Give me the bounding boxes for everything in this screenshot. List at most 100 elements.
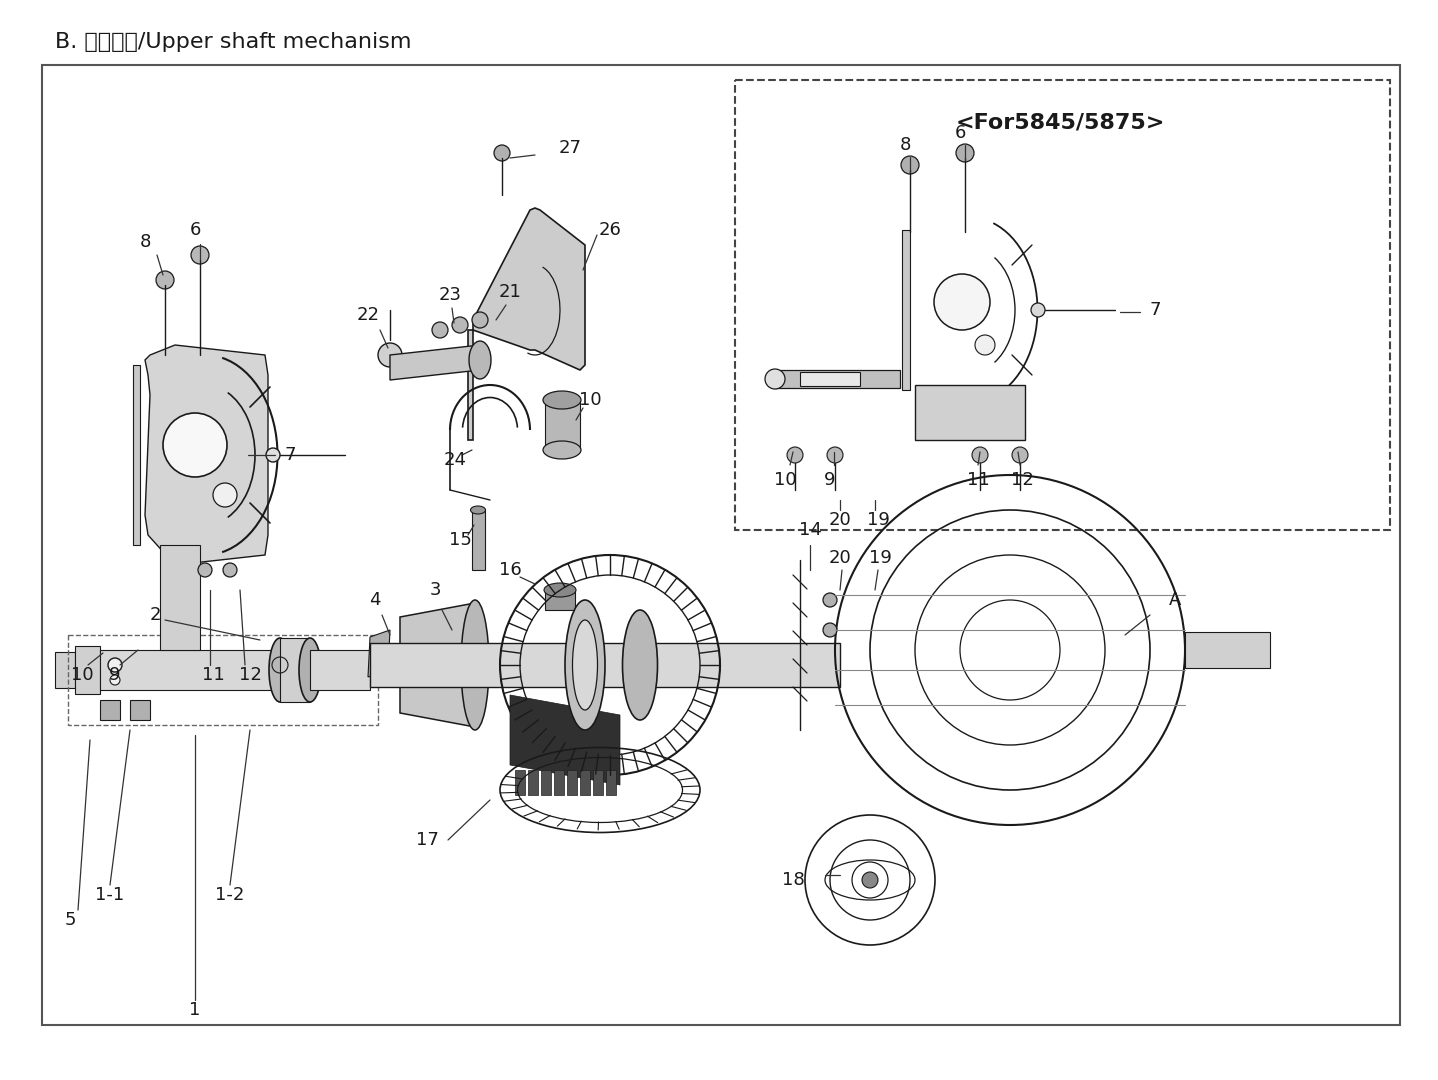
- Polygon shape: [902, 230, 910, 390]
- Circle shape: [765, 369, 785, 389]
- Text: 17: 17: [416, 831, 439, 849]
- Text: 18: 18: [782, 870, 804, 889]
- Text: 27: 27: [558, 139, 581, 157]
- Text: 23: 23: [439, 286, 462, 303]
- Text: 19: 19: [869, 549, 892, 567]
- Ellipse shape: [269, 638, 290, 702]
- Polygon shape: [145, 345, 267, 565]
- Text: 12: 12: [1011, 471, 1034, 489]
- Circle shape: [495, 145, 510, 161]
- Circle shape: [975, 335, 995, 355]
- Polygon shape: [510, 696, 620, 785]
- Polygon shape: [545, 590, 575, 610]
- Text: 7: 7: [285, 446, 296, 464]
- Text: 12: 12: [239, 666, 262, 684]
- Circle shape: [109, 675, 119, 685]
- Text: 9: 9: [109, 666, 121, 684]
- Polygon shape: [132, 365, 139, 545]
- Text: 21: 21: [499, 283, 522, 301]
- Polygon shape: [528, 770, 538, 795]
- Ellipse shape: [623, 610, 657, 720]
- Circle shape: [162, 413, 227, 477]
- Ellipse shape: [544, 583, 577, 597]
- Text: 11: 11: [966, 471, 989, 489]
- Text: 1-1: 1-1: [95, 886, 125, 904]
- Text: 19: 19: [867, 511, 890, 529]
- Circle shape: [266, 448, 280, 462]
- Text: 6: 6: [955, 124, 966, 141]
- Text: <For5845/5875>: <For5845/5875>: [955, 112, 1165, 132]
- Polygon shape: [390, 345, 480, 380]
- Text: 1-2: 1-2: [216, 886, 244, 904]
- Ellipse shape: [544, 441, 581, 459]
- Text: 2: 2: [150, 606, 161, 624]
- Text: 1: 1: [190, 1001, 201, 1020]
- Circle shape: [1012, 447, 1028, 463]
- Polygon shape: [592, 770, 603, 795]
- Polygon shape: [472, 510, 485, 570]
- Circle shape: [223, 563, 237, 577]
- Polygon shape: [101, 700, 119, 720]
- Text: 26: 26: [598, 221, 621, 239]
- Ellipse shape: [469, 341, 490, 379]
- Text: 10: 10: [578, 391, 601, 409]
- Polygon shape: [75, 646, 101, 694]
- Circle shape: [827, 447, 843, 463]
- Ellipse shape: [544, 391, 581, 409]
- Ellipse shape: [299, 638, 321, 702]
- Text: A: A: [1169, 591, 1181, 609]
- Polygon shape: [554, 770, 564, 795]
- Circle shape: [198, 563, 211, 577]
- Polygon shape: [580, 770, 590, 795]
- Text: 22: 22: [357, 306, 380, 324]
- Circle shape: [378, 343, 403, 367]
- Text: 15: 15: [449, 531, 472, 549]
- Circle shape: [861, 872, 879, 888]
- Ellipse shape: [470, 507, 486, 514]
- Text: 11: 11: [201, 666, 224, 684]
- Text: 10: 10: [774, 471, 797, 489]
- Ellipse shape: [565, 600, 605, 730]
- Circle shape: [213, 483, 237, 507]
- Text: 20: 20: [828, 549, 851, 567]
- Circle shape: [1031, 303, 1045, 318]
- Bar: [735, 80, 1391, 530]
- Polygon shape: [55, 652, 75, 688]
- Circle shape: [972, 447, 988, 463]
- Polygon shape: [280, 638, 311, 702]
- Circle shape: [431, 322, 449, 338]
- Text: 8: 8: [899, 136, 910, 154]
- Polygon shape: [370, 643, 840, 687]
- Circle shape: [787, 447, 802, 463]
- Bar: [800, 372, 860, 386]
- Circle shape: [956, 144, 974, 162]
- Circle shape: [155, 271, 174, 289]
- Text: 9: 9: [824, 471, 835, 489]
- Polygon shape: [160, 545, 200, 650]
- Text: 6: 6: [190, 221, 201, 239]
- Circle shape: [108, 658, 122, 672]
- Polygon shape: [101, 650, 280, 690]
- Text: 3: 3: [430, 581, 441, 599]
- Text: 14: 14: [798, 521, 821, 539]
- Circle shape: [472, 312, 487, 328]
- Bar: [68, 635, 378, 725]
- Bar: [42, 65, 1401, 1025]
- Polygon shape: [1185, 632, 1270, 669]
- Circle shape: [935, 274, 989, 330]
- Text: 16: 16: [499, 561, 522, 579]
- Polygon shape: [368, 630, 390, 677]
- Polygon shape: [915, 384, 1025, 440]
- Polygon shape: [567, 770, 577, 795]
- Polygon shape: [775, 370, 900, 388]
- Text: 20: 20: [828, 511, 851, 529]
- Text: B. 上轴机构/Upper shaft mechanism: B. 上轴机构/Upper shaft mechanism: [55, 32, 411, 52]
- Ellipse shape: [462, 600, 489, 730]
- Polygon shape: [541, 770, 551, 795]
- Circle shape: [902, 156, 919, 174]
- Polygon shape: [545, 400, 580, 450]
- Polygon shape: [467, 208, 585, 440]
- Circle shape: [823, 623, 837, 637]
- Circle shape: [823, 593, 837, 607]
- Text: 8: 8: [139, 233, 151, 251]
